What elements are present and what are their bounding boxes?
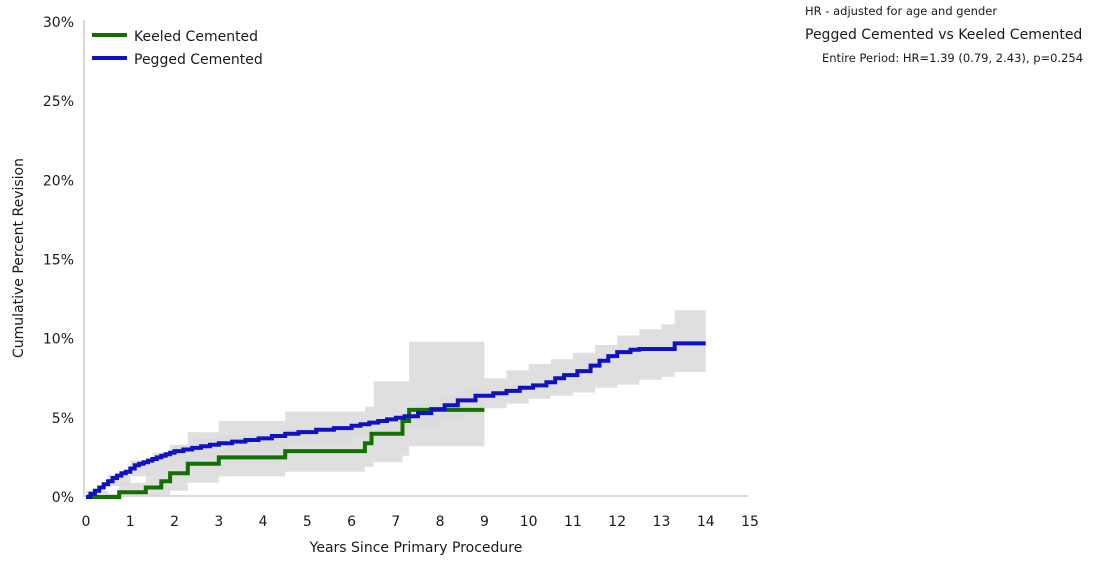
y-axis-title: Cumulative Percent Revision [11, 158, 27, 358]
x-tick-label: 3 [214, 514, 223, 530]
series-lines [86, 341, 706, 499]
ci-band-pegged [86, 310, 706, 497]
x-tick-label: 15 [741, 514, 759, 530]
y-tick-label: 30% [43, 15, 74, 31]
y-tick-label: 20% [43, 173, 74, 189]
annotation-panel: HR - adjusted for age and gender Pegged … [805, 3, 1105, 66]
hazard-ratio-stat: Entire Period: HR=1.39 (0.79, 2.43), p=0… [822, 51, 1084, 65]
legend-label-keeled: Keeled Cemented [134, 29, 258, 45]
x-tick-label: 8 [436, 514, 445, 530]
tick-labels: 0 1 2 3 4 5 6 7 8 9 10 11 12 13 14 150%5%10%15%20%25%30… [43, 15, 759, 530]
y-tick-label: 0% [52, 490, 74, 506]
y-tick-label: 10% [43, 332, 74, 348]
series-line-pegged [86, 341, 706, 499]
hr-adjustment-note: HR - adjusted for age and gender [805, 4, 998, 18]
x-tick-label: 5 [303, 514, 312, 530]
comparison-title: Pegged Cemented vs Keeled Cemented [805, 27, 1083, 43]
x-axis-title: Years Since Primary Procedure [309, 540, 523, 556]
series-line-keeled [86, 407, 485, 499]
x-tick-label: 11 [564, 514, 582, 530]
y-tick-label: 25% [43, 94, 74, 110]
x-tick-label: 6 [347, 514, 356, 530]
x-tick-label: 7 [391, 514, 400, 530]
x-tick-label: 10 [520, 514, 538, 530]
axes [83, 20, 748, 497]
legend-label-pegged: Pegged Cemented [134, 52, 263, 68]
x-tick-label: 12 [608, 514, 626, 530]
x-tick-label: 9 [480, 514, 489, 530]
x-tick-label: 0 [82, 514, 91, 530]
y-tick-label: 5% [52, 411, 74, 427]
x-tick-label: 4 [259, 514, 268, 530]
x-tick-label: 2 [170, 514, 179, 530]
legend: Keeled Cemented Pegged Cemented [92, 29, 263, 68]
x-tick-label: 1 [126, 514, 135, 530]
y-tick-label: 15% [43, 253, 74, 269]
confidence-bands [86, 310, 706, 497]
x-tick-label: 14 [697, 514, 715, 530]
x-tick-label: 13 [653, 514, 671, 530]
